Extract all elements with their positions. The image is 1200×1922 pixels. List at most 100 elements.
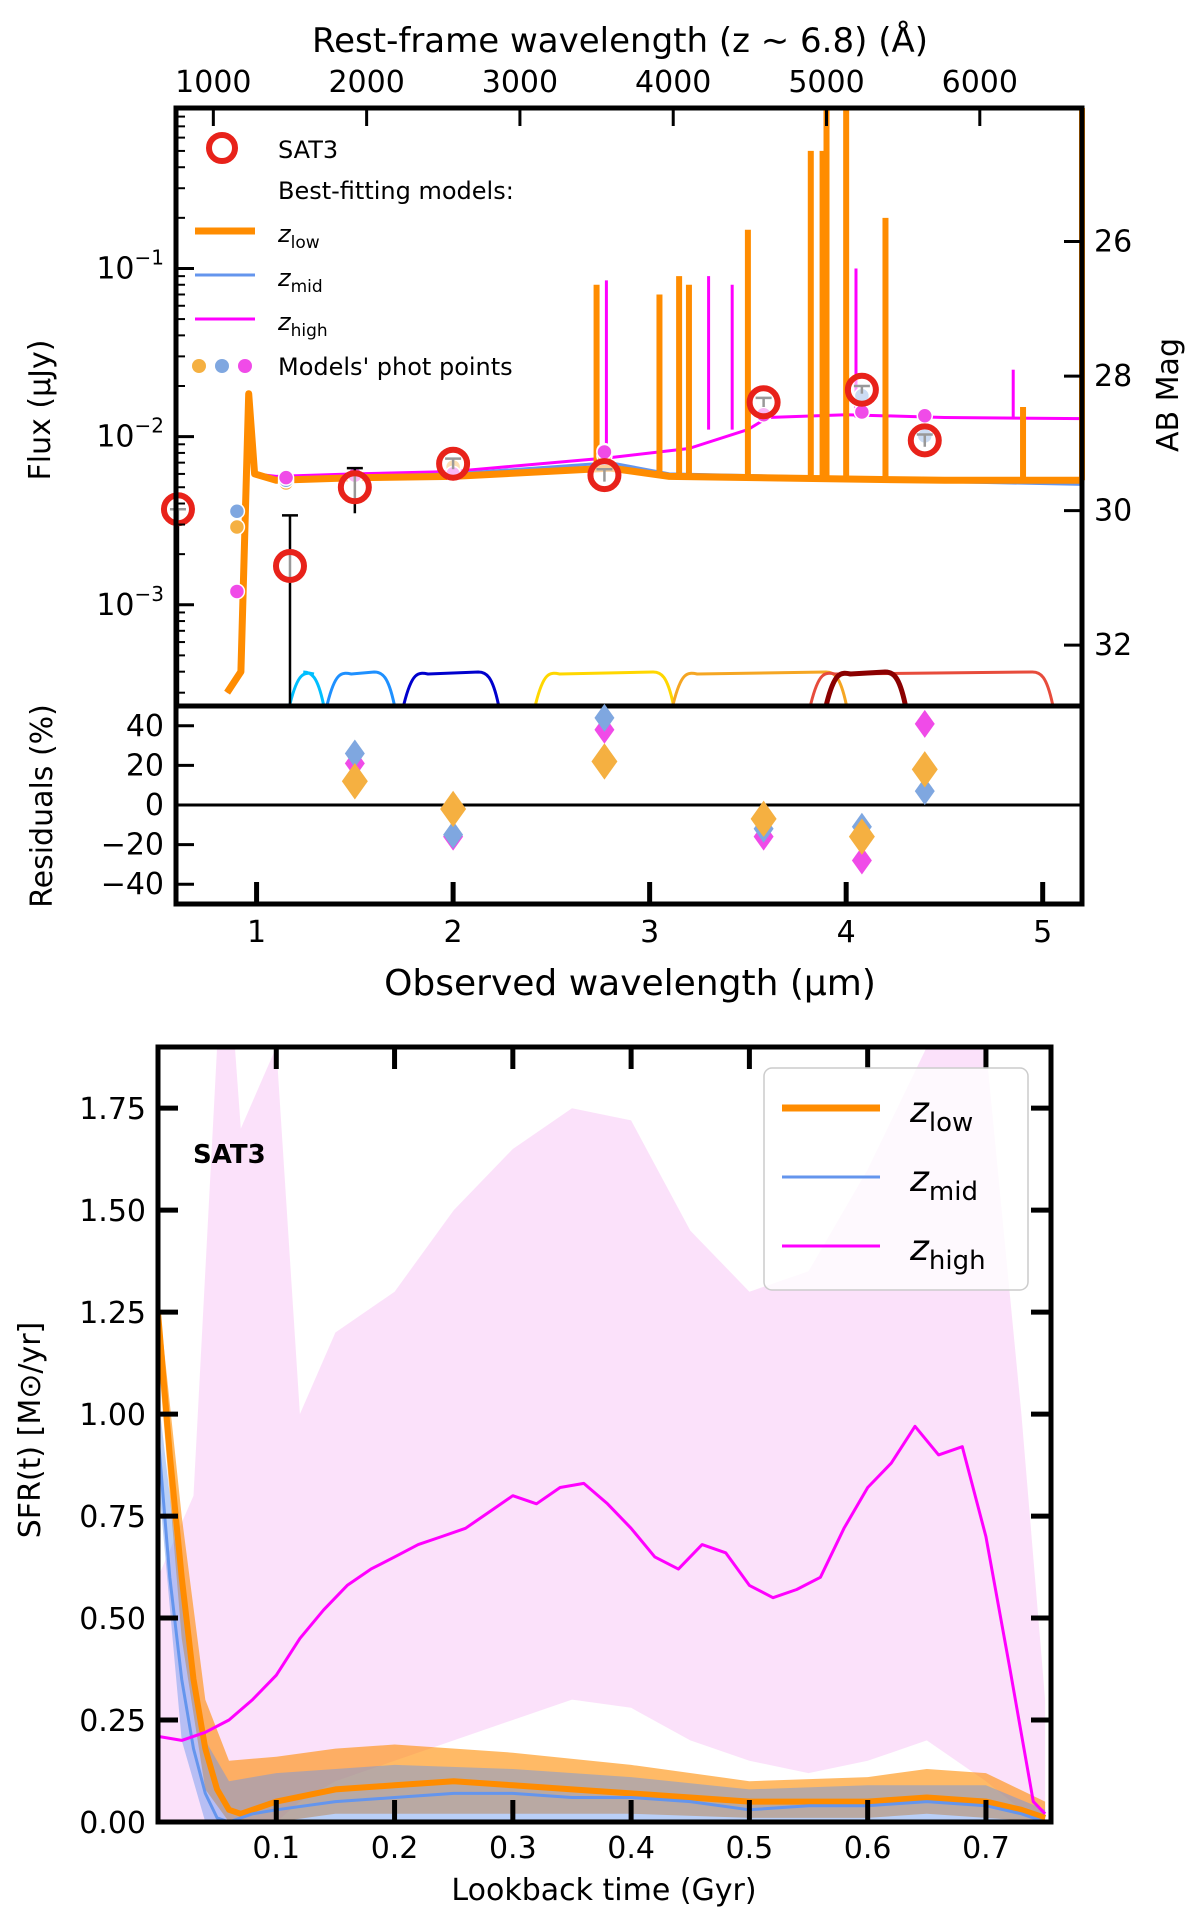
residuals-axis-ticks: 40 20 0 −20 −40 1 2 3 4 5 xyxy=(101,709,1082,950)
residual-z_low-2 xyxy=(591,743,618,780)
sfh-ytick-label-0: 0.00 xyxy=(79,1806,146,1841)
observed-point-3 xyxy=(436,446,471,481)
legend-phot-high-dot xyxy=(238,359,252,373)
sfh-panel: 0.00 0.25 0.50 0.75 1.00 1.25 1.50 1.75 0.1 0.2 0.… xyxy=(13,1044,1054,1908)
sfh-xtick-label-1: 0.2 xyxy=(371,1831,419,1866)
filter-curve-1 xyxy=(325,670,396,705)
observed-point-7 xyxy=(907,423,942,458)
sed-right-tick-label-3: 32 xyxy=(1094,628,1132,663)
res-xtick-label-4: 5 xyxy=(1033,915,1052,950)
model-phot-high-1 xyxy=(277,469,295,486)
sfh-xtick-label-6: 0.7 xyxy=(962,1831,1010,1866)
residual-z_mid-5 xyxy=(914,777,935,806)
sed-ytick-label-1: 10−2 xyxy=(96,414,164,455)
spectrum-z_low xyxy=(224,390,1082,695)
sfh-line-z_low xyxy=(158,1311,1047,1821)
sed-legend: SAT3 Best-fitting models: zlow zmid zhig… xyxy=(192,132,514,381)
sfh-legend-box xyxy=(763,1067,1029,1291)
filter-curve-4 xyxy=(671,670,848,705)
res-ytick-label-2: 0 xyxy=(145,788,164,823)
sfh-band-low xyxy=(158,1291,1046,1822)
sfh-ytick-label-7: 1.75 xyxy=(79,1092,146,1127)
residual-z_mid-1 xyxy=(443,820,464,849)
sed-panel: 10−1 10−2 10−3 26 28 30 32 1000 2000 3000 4000 5000… xyxy=(23,20,1186,709)
sfh-ytick-label-2: 0.50 xyxy=(79,1602,146,1637)
observed-point-6 xyxy=(844,372,879,407)
residual-z_low-3 xyxy=(750,800,777,838)
res-ytick-label-3: −20 xyxy=(101,828,164,863)
sfh-band-high xyxy=(158,1047,1046,1822)
legend-phot-label: Models' phot points xyxy=(278,353,513,381)
sfh-xtick-label-4: 0.5 xyxy=(726,1831,774,1866)
sfh-legend-mid-label: zmid xyxy=(909,1159,978,1207)
model-phot-high-4 xyxy=(596,443,613,461)
sfh-ytick-label-3: 0.75 xyxy=(79,1500,146,1535)
sed-top-tick-label-4: 5000 xyxy=(788,65,864,100)
residual-z_mid-2 xyxy=(594,703,615,732)
residual-z_low-5 xyxy=(911,751,938,788)
sfh-band-mid xyxy=(158,1393,1046,1822)
sed-top-tick-label-3: 4000 xyxy=(635,65,711,100)
filter-curve-2 xyxy=(402,670,500,705)
residual-z_high-5 xyxy=(914,709,935,738)
sed-ytick-label-2: 10−3 xyxy=(96,582,164,623)
sed-right-tick-label-1: 28 xyxy=(1094,359,1132,394)
model-phot-high-7 xyxy=(916,407,934,425)
sed-right-label: AB Mag xyxy=(1151,338,1186,452)
sfh-xtick-label-2: 0.3 xyxy=(489,1831,537,1866)
res-xtick-label-2: 3 xyxy=(640,915,659,950)
res-ytick-label-0: 40 xyxy=(126,709,164,744)
sfh-annotation: SAT3 xyxy=(193,1140,266,1170)
res-xtick-label-3: 4 xyxy=(837,915,856,950)
sed-axis-ticks: 10−1 10−2 10−3 26 28 30 32 1000 2000 3000 4000 5000… xyxy=(96,65,1132,694)
sfh-ytick-label-6: 1.50 xyxy=(79,1194,146,1229)
res-xtick-label-1: 2 xyxy=(444,915,463,950)
filter-curve-0 xyxy=(288,670,325,705)
residuals-y-label: Residuals (%) xyxy=(25,704,60,908)
legend-observed-marker xyxy=(206,132,238,164)
sfh-ytick-label-5: 1.25 xyxy=(79,1296,146,1331)
residual-z_low-4 xyxy=(848,818,875,855)
sfh-legend-high-label: zhigh xyxy=(909,1228,986,1276)
sed-right-tick-label-0: 26 xyxy=(1094,225,1132,260)
res-ytick-label-1: 20 xyxy=(126,748,164,783)
model-phot-mid-0 xyxy=(228,502,246,520)
model-phot-low-0 xyxy=(228,518,246,536)
filter-curve-5 xyxy=(809,670,1054,705)
filter-curves xyxy=(288,669,1054,705)
observed-point-5 xyxy=(746,385,781,420)
top-axis-label: Rest-frame wavelength (z ∼ 6.8) (Å) xyxy=(312,20,928,61)
sed-top-tick-label-5: 6000 xyxy=(942,65,1018,100)
residual-z_low-0 xyxy=(341,763,368,800)
filter-curve-6 xyxy=(824,669,908,705)
sed-top-tick-label-2: 3000 xyxy=(482,65,558,100)
sed-top-tick-label-1: 2000 xyxy=(328,65,404,100)
sfh-ytick-label-1: 0.25 xyxy=(79,1704,146,1739)
spectrum-z_mid xyxy=(225,405,1083,694)
sfh-x-label: Lookback time (Gyr) xyxy=(451,1873,756,1908)
sfh-line-z_mid xyxy=(158,1434,1046,1822)
sfh-ytick-label-4: 1.00 xyxy=(79,1398,146,1433)
sfh-xtick-label-3: 0.4 xyxy=(607,1831,655,1866)
legend-mid-label: zmid xyxy=(277,264,323,297)
res-ytick-label-4: −40 xyxy=(101,867,164,902)
sed-x-label: Observed wavelength (μm) xyxy=(384,963,876,1004)
legend-phot-low-dot xyxy=(192,359,206,373)
model-phot-high-0 xyxy=(228,583,246,600)
sed-ytick-label-0: 10−1 xyxy=(96,245,164,286)
sfh-line-z_high xyxy=(158,1424,1047,1815)
residuals-panel: 40 20 0 −20 −40 1 2 3 4 5 Residuals (%) Observed … xyxy=(25,703,1085,1004)
sfh-uncertainty-bands xyxy=(158,1047,1046,1822)
legend-models-title: Best-fitting models: xyxy=(278,177,514,205)
sfh-xtick-label-5: 0.6 xyxy=(844,1831,892,1866)
legend-high-label: zhigh xyxy=(277,308,328,341)
sfh-plot-frame xyxy=(155,1044,1054,1825)
sfh-axis-ticks: 0.00 0.25 0.50 0.75 1.00 1.25 1.50 1.75 0.1 0.2 0.… xyxy=(79,1047,1051,1866)
res-xtick-label-0: 1 xyxy=(247,915,266,950)
sfh-lines xyxy=(158,1311,1047,1822)
legend-low-label: zlow xyxy=(277,220,320,253)
observed-point-4 xyxy=(587,458,622,493)
sfh-xtick-label-0: 0.1 xyxy=(252,1831,300,1866)
sed-y-label: Flux (μJy) xyxy=(23,340,58,481)
